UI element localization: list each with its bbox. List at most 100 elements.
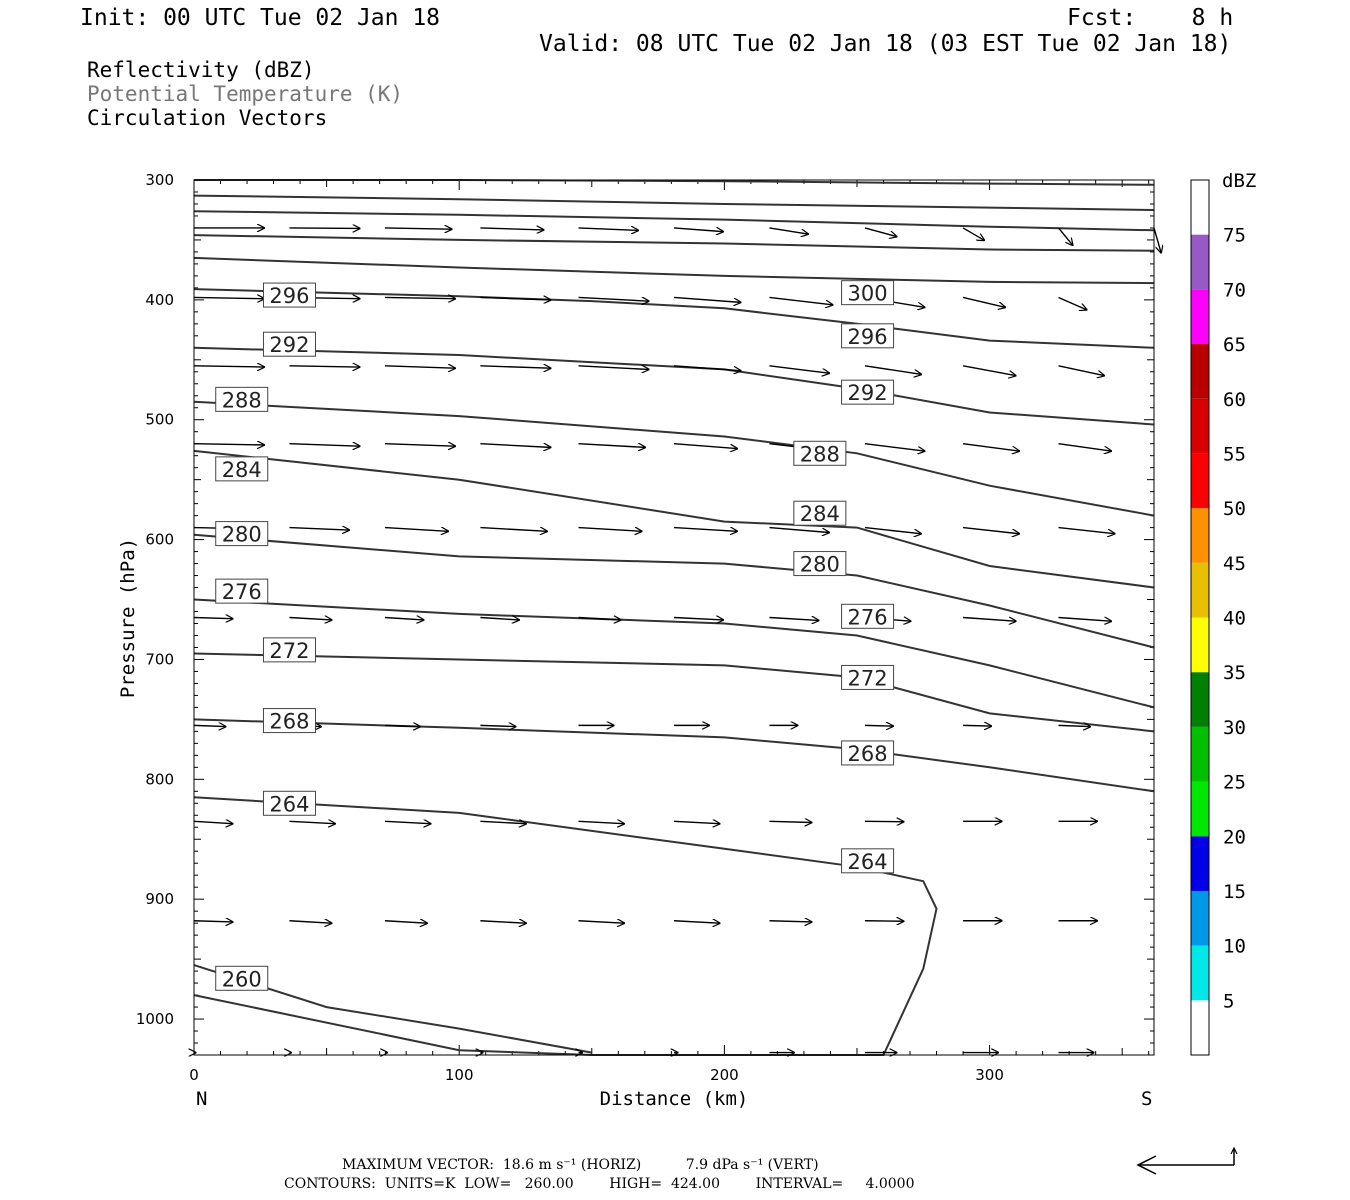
y-tick-label: 1000 (136, 1010, 174, 1028)
theta-contour-line (193, 533, 1155, 649)
circulation-vector (480, 442, 550, 448)
theta-contour-line (193, 400, 1155, 517)
circulation-vector (864, 526, 921, 534)
circulation-vector (578, 618, 621, 620)
contour-label-box (262, 708, 316, 734)
theta-contour-line (193, 346, 1155, 426)
y-tick-label: 900 (145, 890, 174, 908)
circulation-vector (769, 921, 811, 922)
theta-contour-line (193, 449, 1155, 589)
colorbar-swatch (1191, 726, 1209, 782)
contour-label-box (841, 379, 895, 405)
contour-label: 264 (848, 850, 888, 874)
circulation-vector (384, 366, 455, 368)
max-vector-info: MAXIMUM VECTOR: 18.6 m s⁻¹ (HORIZ) 7.9 d… (342, 1157, 819, 1173)
contour-label: 296 (848, 325, 888, 349)
circulation-vector (578, 444, 646, 448)
circulation-vector (864, 365, 921, 375)
circulation-vector (480, 366, 550, 368)
circulation-vector (673, 365, 741, 371)
circulation-vector (193, 444, 264, 445)
circulation-vector (193, 618, 233, 619)
theta-contour-line (193, 718, 1155, 793)
circulation-vector (673, 296, 741, 302)
circulation-vector (1058, 296, 1087, 309)
circulation-vector (864, 725, 893, 726)
circulation-vector (480, 921, 525, 923)
circulation-vector (384, 444, 455, 446)
contour-label-box (793, 440, 847, 466)
contour-label-box (793, 500, 847, 526)
circulation-vector (673, 921, 720, 923)
y-tick-label: 700 (145, 650, 174, 668)
circulation-vector (384, 528, 448, 532)
circulation-vector (193, 366, 264, 367)
contour-label: 268 (848, 742, 888, 766)
contour-label: 292 (848, 381, 888, 405)
circulation-vector (578, 296, 649, 301)
contour-label-box (215, 386, 269, 412)
contour-label-box (215, 578, 269, 604)
contour-label: 272 (848, 666, 888, 690)
x-tick-label: 100 (445, 1066, 474, 1084)
contour-label: 272 (269, 639, 309, 663)
contour-label: 284 (800, 502, 840, 526)
contour-label-box (262, 331, 316, 357)
colorbar-swatch (1191, 508, 1209, 563)
colorbar-swatch (1191, 781, 1209, 837)
contour-label-box (793, 551, 847, 577)
dbz-colorbar: 5 10 15 20 25 30 35 40 45 50 55 60 65 70 75 (1190, 179, 1246, 1056)
theta-contour-line (193, 652, 1155, 733)
circulation-vector (384, 821, 431, 823)
circulation-vector (963, 725, 991, 726)
colorbar-outline (1190, 179, 1210, 1056)
contour-label: 288 (800, 442, 840, 466)
circulation-vector (864, 443, 925, 451)
colorbar-swatch (1191, 453, 1209, 509)
colorbar-level-label: 30 (1223, 717, 1246, 739)
circulation-vector (289, 528, 349, 530)
colorbar-level-label: 60 (1223, 389, 1246, 411)
x-tick-label: 300 (975, 1066, 1004, 1084)
circulation-vector (289, 366, 359, 367)
valid-time: Valid: 08 UTC Tue 02 Jan 18 (03 EST Tue … (539, 31, 1232, 57)
circulation-vector (962, 227, 984, 240)
colorbar-level-label: 40 (1223, 608, 1246, 630)
contour-label-box (841, 848, 895, 874)
colorbar-level-label: 50 (1223, 498, 1246, 520)
circulation-vector (480, 528, 546, 532)
colorbar-swatch (1191, 562, 1209, 618)
circulation-vector (769, 296, 832, 304)
colorbar-level-label: 25 (1223, 772, 1246, 794)
circulation-vector (962, 365, 1016, 376)
circulation-vector (480, 725, 515, 726)
y-axis-title: Pressure (hPa) (117, 538, 139, 698)
contour-label: 276 (848, 605, 888, 629)
circulation-vector (384, 725, 420, 726)
x-right-end-label: S (1141, 1088, 1152, 1110)
circulation-vector (578, 821, 625, 823)
circulation-vector (578, 921, 625, 923)
contour-label-box (215, 456, 269, 482)
x-tick-label: 200 (710, 1066, 739, 1084)
theta-contour-line (193, 194, 1155, 211)
contour-label-box (262, 282, 316, 308)
axis-ticks (193, 179, 1154, 1056)
contour-label-box (841, 603, 895, 629)
circulation-vector (673, 618, 723, 620)
colorbar-level-label: 20 (1223, 826, 1246, 848)
circulation-vector (962, 443, 1019, 451)
circulation-vector (480, 618, 518, 620)
circulation-vector (384, 921, 427, 923)
circulation-vector (769, 526, 829, 533)
contour-label: 280 (222, 523, 262, 547)
circulation-vector (193, 821, 233, 823)
contour-label-box (841, 323, 895, 349)
theta-contour-line (193, 288, 1155, 349)
colorbar-swatch (1191, 344, 1209, 399)
contour-labels: 296 300 292 296 288 292 284 288 280 284 276 280 272 2… (215, 280, 895, 991)
reference-vector-icon (1136, 1146, 1238, 1175)
contour-label: 296 (269, 284, 309, 308)
theta-contour-line (193, 598, 1155, 709)
